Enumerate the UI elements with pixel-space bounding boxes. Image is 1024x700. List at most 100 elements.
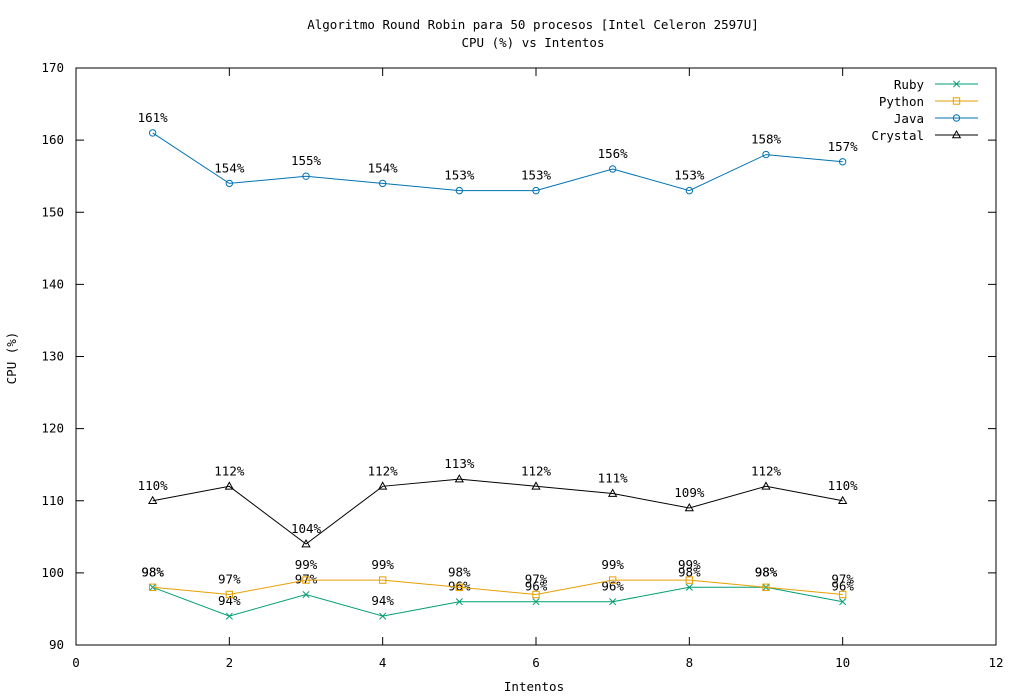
data-label: 98% (678, 564, 701, 579)
data-point-marker (225, 612, 233, 620)
data-label: 109% (674, 485, 705, 500)
data-label: 110% (828, 478, 859, 493)
x-tick-label: 10 (835, 655, 850, 670)
data-label: 94% (218, 593, 241, 608)
data-label: 113% (444, 456, 475, 471)
x-tick-label: 4 (379, 655, 387, 670)
y-tick-label: 110 (41, 493, 64, 508)
chart-subtitle: CPU (%) vs Intentos (462, 35, 605, 50)
data-point-marker (608, 165, 617, 173)
data-label: 96% (601, 579, 624, 594)
data-label: 98% (755, 564, 778, 579)
x-tick-label: 12 (988, 655, 1003, 670)
legend-label: Ruby (894, 77, 925, 92)
y-axis-label: CPU (%) (4, 332, 19, 385)
data-point-marker (378, 576, 387, 584)
data-point-marker (608, 576, 617, 584)
y-tick-label: 160 (41, 132, 64, 147)
data-label: 104% (291, 521, 322, 536)
data-point-marker (224, 481, 234, 490)
data-point-marker (149, 583, 157, 591)
data-label: 96% (831, 579, 854, 594)
data-point-marker (761, 481, 771, 490)
data-point-marker (838, 495, 848, 505)
data-point-marker (762, 583, 770, 591)
chart-title: Algoritmo Round Robin para 50 procesos [… (307, 17, 759, 32)
data-point-marker (531, 481, 541, 490)
data-label: 96% (525, 579, 548, 594)
data-point-marker (952, 80, 961, 88)
x-tick-label: 2 (226, 655, 234, 670)
data-point-marker (225, 590, 234, 599)
y-tick-label: 100 (41, 565, 64, 580)
data-point-marker (148, 129, 157, 137)
x-tick-label: 0 (72, 655, 80, 670)
data-label: 110% (138, 478, 169, 493)
data-point-marker (225, 179, 234, 188)
series-line-crystal (152, 478, 843, 545)
data-label: 97% (295, 572, 318, 587)
y-tick-label: 150 (41, 204, 64, 219)
data-label: 153% (674, 168, 705, 183)
data-label: 97% (831, 572, 854, 587)
y-tick-label: 140 (41, 276, 64, 291)
data-label: 94% (371, 593, 394, 608)
data-label: 154% (368, 160, 399, 175)
x-axis-label: Intentos (504, 679, 564, 694)
legend-label: Java (894, 111, 924, 126)
data-point-marker (685, 576, 694, 584)
data-point-marker (454, 474, 464, 483)
data-point-marker (685, 186, 694, 195)
plot-area: 90 100 110 120 130 140 150 160 170 0 2 4 6 8 10 12 98% 94… (41, 60, 1003, 670)
data-point-marker (455, 186, 464, 195)
data-label: 97% (218, 572, 241, 587)
data-point-marker (148, 583, 157, 591)
data-point-marker (532, 186, 540, 195)
legend-label: Python (879, 94, 924, 109)
data-point-marker (838, 590, 847, 599)
data-point-marker (301, 539, 311, 548)
legend: Ruby Python Java Crystal (871, 77, 978, 143)
data-label: 154% (214, 160, 245, 175)
y-tick-label: 170 (41, 60, 64, 75)
data-point-marker (379, 612, 387, 620)
data-label: 99% (295, 557, 318, 572)
data-label: 112% (521, 463, 552, 478)
plot-frame (75, 67, 997, 646)
data-point-marker (378, 179, 387, 188)
data-point-marker (951, 129, 962, 139)
data-label: 98% (141, 564, 164, 579)
data-label: 111% (598, 471, 629, 486)
data-label: 99% (371, 557, 394, 572)
data-label: 161% (138, 110, 169, 125)
y-tick-label: 130 (41, 349, 64, 364)
series-line-python (152, 579, 843, 596)
data-point-marker (455, 583, 464, 591)
data-point-marker (532, 590, 540, 599)
data-label: 112% (214, 463, 245, 478)
data-label: 99% (678, 557, 701, 572)
data-point-marker (302, 590, 310, 599)
data-point-marker (839, 598, 847, 606)
data-label: 112% (368, 463, 399, 478)
data-point-marker (838, 158, 847, 166)
data-label: 157% (828, 139, 859, 154)
data-label: 96% (448, 579, 471, 594)
data-point-marker (952, 114, 961, 122)
data-point-marker (532, 598, 540, 606)
data-point-marker (608, 488, 618, 497)
data-point-marker (684, 502, 694, 512)
data-point-marker (302, 172, 310, 180)
data-label: 153% (521, 168, 552, 183)
legend-label: Crystal (871, 128, 924, 143)
x-tick-label: 6 (532, 655, 540, 670)
data-point-marker (148, 495, 158, 505)
data-label: 98% (755, 564, 778, 579)
series-line-ruby (152, 586, 843, 617)
data-point-marker (302, 576, 310, 584)
data-point-marker (609, 598, 617, 606)
y-tick-label: 90 (49, 637, 64, 652)
data-point-marker (378, 481, 388, 490)
